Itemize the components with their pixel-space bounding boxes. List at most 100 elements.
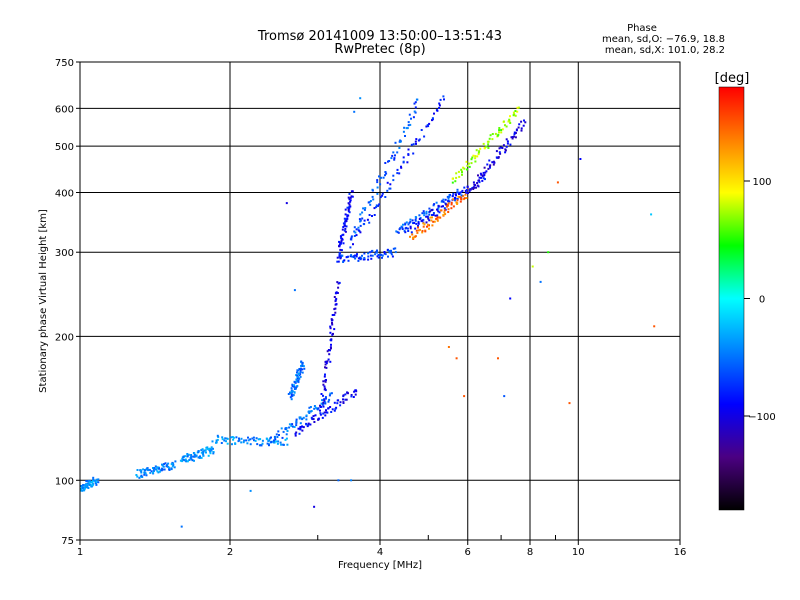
data-point bbox=[355, 255, 358, 257]
data-point bbox=[452, 205, 455, 208]
data-point bbox=[292, 394, 295, 397]
data-point bbox=[321, 416, 324, 419]
data-point bbox=[310, 410, 313, 412]
data-point bbox=[344, 208, 347, 211]
data-point bbox=[193, 455, 196, 458]
data-point bbox=[210, 446, 213, 449]
data-point bbox=[376, 179, 379, 182]
data-point bbox=[422, 225, 425, 228]
data-point bbox=[285, 433, 288, 436]
data-point bbox=[428, 227, 430, 230]
data-point bbox=[427, 125, 430, 128]
data-point bbox=[186, 455, 189, 458]
data-point bbox=[359, 97, 362, 100]
data-point bbox=[410, 231, 413, 234]
data-point bbox=[405, 226, 408, 229]
data-point bbox=[334, 303, 337, 306]
data-point bbox=[419, 228, 421, 231]
data-point bbox=[333, 308, 336, 311]
data-point bbox=[446, 205, 448, 208]
data-point bbox=[224, 437, 227, 440]
data-point bbox=[344, 398, 347, 401]
data-point bbox=[454, 196, 456, 199]
data-point bbox=[384, 162, 387, 164]
data-point bbox=[324, 366, 326, 369]
data-point bbox=[336, 399, 339, 402]
data-point bbox=[301, 368, 304, 371]
data-point bbox=[413, 102, 416, 105]
data-point bbox=[428, 219, 431, 222]
data-point bbox=[235, 436, 238, 439]
data-point bbox=[340, 239, 343, 242]
data-point bbox=[461, 171, 463, 174]
data-point bbox=[451, 177, 454, 180]
data-point bbox=[281, 436, 284, 439]
data-point bbox=[499, 152, 502, 155]
data-point bbox=[491, 138, 494, 141]
data-point bbox=[465, 197, 468, 199]
data-point bbox=[443, 209, 446, 212]
data-point bbox=[341, 238, 344, 241]
data-point bbox=[333, 313, 336, 316]
data-point bbox=[312, 418, 315, 421]
data-point bbox=[225, 437, 228, 440]
data-point bbox=[189, 456, 192, 459]
data-point bbox=[431, 118, 434, 121]
data-point bbox=[531, 265, 534, 268]
data-point bbox=[275, 433, 278, 436]
data-point bbox=[400, 165, 402, 168]
data-point bbox=[520, 120, 523, 123]
data-point bbox=[284, 438, 287, 441]
data-point bbox=[465, 191, 468, 194]
data-point bbox=[182, 458, 185, 461]
data-point bbox=[280, 443, 283, 446]
data-point bbox=[414, 219, 417, 222]
data-point bbox=[415, 229, 418, 232]
data-point bbox=[417, 226, 419, 229]
data-point bbox=[443, 211, 446, 214]
data-point bbox=[184, 455, 187, 458]
data-point bbox=[291, 385, 294, 387]
data-point bbox=[478, 179, 481, 182]
data-point bbox=[401, 226, 404, 229]
data-point bbox=[508, 118, 511, 121]
data-point bbox=[404, 231, 407, 234]
data-point bbox=[436, 218, 439, 221]
data-point bbox=[397, 231, 400, 234]
data-point bbox=[568, 402, 571, 405]
data-point bbox=[505, 138, 508, 141]
data-point bbox=[329, 360, 332, 363]
data-point bbox=[467, 188, 470, 191]
data-point bbox=[524, 121, 527, 124]
data-point bbox=[357, 229, 360, 232]
data-point bbox=[300, 360, 303, 363]
data-point bbox=[456, 188, 459, 191]
data-point bbox=[412, 143, 415, 146]
data-point bbox=[331, 323, 334, 326]
data-point bbox=[436, 109, 439, 112]
data-point bbox=[473, 183, 476, 186]
y-tick-label: 100 bbox=[55, 476, 74, 487]
data-point bbox=[138, 476, 141, 479]
data-point bbox=[305, 418, 308, 421]
x-tick-label: 4 bbox=[377, 547, 383, 558]
data-point bbox=[351, 255, 354, 258]
x-tick-label: 8 bbox=[527, 547, 533, 558]
data-point bbox=[428, 213, 431, 216]
data-point bbox=[200, 456, 203, 459]
data-point bbox=[498, 147, 501, 150]
data-points bbox=[80, 95, 656, 528]
data-point bbox=[331, 314, 334, 316]
data-point bbox=[352, 256, 355, 259]
data-point bbox=[504, 149, 507, 152]
data-point bbox=[200, 449, 203, 452]
data-point bbox=[135, 474, 138, 476]
data-point bbox=[488, 165, 491, 168]
data-point bbox=[411, 233, 414, 236]
data-point bbox=[391, 255, 394, 258]
data-point bbox=[386, 181, 389, 184]
data-point bbox=[433, 112, 435, 115]
data-point bbox=[158, 467, 161, 470]
data-point bbox=[480, 173, 483, 176]
data-point bbox=[251, 437, 254, 440]
